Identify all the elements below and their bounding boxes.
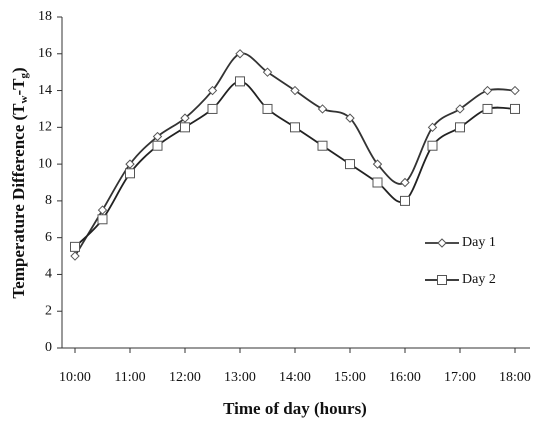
marker — [455, 104, 465, 114]
y-tick-label: 6 — [45, 230, 52, 245]
marker — [400, 177, 410, 188]
marker — [290, 85, 300, 96]
y-title-sub: g — [18, 73, 30, 79]
marker — [125, 159, 135, 169]
marker — [482, 85, 493, 96]
y-tick-label: 0 — [45, 340, 52, 355]
marker — [207, 85, 218, 96]
y-title-part: -T — [9, 78, 28, 96]
x-tick-label: 18:00 — [499, 370, 531, 385]
marker — [97, 214, 108, 225]
x-tick-label: 10:00 — [59, 370, 91, 385]
marker — [437, 275, 447, 285]
marker — [400, 195, 410, 206]
y-tick-label: 10 — [38, 156, 52, 171]
marker — [345, 159, 355, 170]
marker — [235, 49, 245, 59]
y-tick-label: 18 — [38, 9, 52, 24]
x-tick-label: 12:00 — [169, 370, 201, 385]
marker — [510, 103, 520, 114]
series-line — [74, 52, 516, 257]
x-tick-label: 17:00 — [444, 370, 476, 385]
x-tick-label: 15:00 — [334, 370, 366, 385]
marker — [152, 131, 163, 142]
marker — [510, 85, 520, 96]
marker — [70, 241, 80, 252]
marker — [152, 140, 163, 151]
x-tick-label: 16:00 — [389, 370, 421, 385]
series-line — [74, 80, 516, 248]
y-tick-label: 16 — [38, 46, 52, 61]
marker — [455, 122, 465, 133]
marker — [125, 168, 135, 179]
x-tick-label: 11:00 — [114, 370, 145, 385]
x-tick-label: 14:00 — [279, 370, 311, 385]
x-tick-label: 13:00 — [224, 370, 256, 385]
marker — [427, 122, 438, 133]
marker — [372, 159, 383, 169]
y-tick-label: 8 — [45, 193, 52, 208]
y-tick-label: 14 — [38, 83, 52, 98]
marker — [290, 122, 300, 133]
marker — [70, 251, 80, 261]
marker — [482, 103, 493, 114]
marker — [180, 122, 190, 133]
marker — [235, 76, 245, 87]
marker — [317, 140, 328, 151]
marker — [180, 113, 190, 123]
y-axis-title: Temperature Difference (Tw-Tg) — [9, 67, 30, 298]
y-title-part: Temperature Difference (T — [9, 103, 28, 299]
y-tick-label: 12 — [38, 120, 52, 135]
marker — [262, 103, 273, 114]
y-tick-label: 4 — [45, 267, 52, 282]
y-tick-label: 2 — [45, 303, 52, 318]
marker — [207, 103, 218, 114]
marker — [437, 238, 447, 248]
marker — [372, 177, 383, 188]
marker — [97, 205, 108, 215]
y-title-sub: w — [18, 95, 30, 103]
legend-label: Day 1 — [462, 235, 496, 250]
legend-label: Day 2 — [462, 272, 496, 287]
marker — [427, 140, 438, 151]
marker — [317, 104, 328, 114]
marker — [262, 67, 273, 77]
marker — [345, 113, 355, 123]
y-title-part: ) — [9, 67, 28, 73]
x-axis-title: Time of day (hours) — [223, 399, 367, 418]
